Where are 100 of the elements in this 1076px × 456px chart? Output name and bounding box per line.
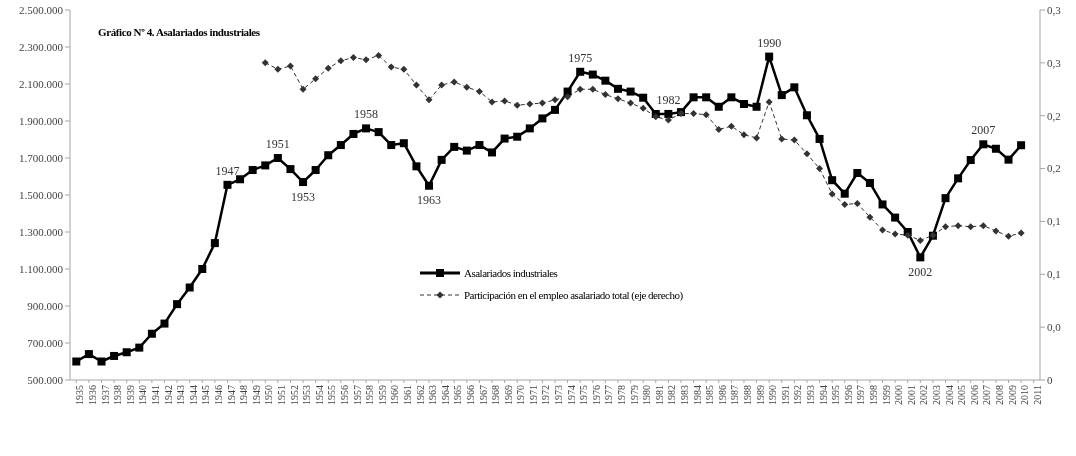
x-tick-label: 1972	[540, 385, 552, 405]
annotation: 1958	[354, 107, 379, 122]
x-tick-label: 1978	[616, 385, 628, 405]
x-tick-label: 2010	[1019, 385, 1031, 405]
x-tick-label: 1964	[439, 385, 451, 405]
y-tick-label: 1.300.000	[19, 225, 64, 238]
x-tick-label: 1960	[389, 385, 401, 405]
x-tick-label: 1990	[767, 385, 779, 405]
x-tick-label: 1953	[301, 385, 313, 405]
x-tick-label: 1973	[553, 385, 565, 405]
y-tick-label: 2.500.000	[19, 3, 64, 16]
y2-tick-label: 0,2	[1047, 109, 1061, 122]
x-tick-label: 1992	[792, 385, 804, 405]
annotation: 1975	[568, 50, 593, 65]
x-tick-label: 1986	[716, 385, 728, 405]
x-tick-label: 1956	[338, 385, 350, 405]
y2-tick-label: 0	[1047, 373, 1053, 386]
x-tick-label: 1966	[464, 385, 476, 405]
x-tick-label: 1976	[590, 385, 602, 405]
annotation: 2007	[971, 123, 996, 138]
legend-label: Participación en el empleo asalariado total (eje derecho)	[464, 289, 683, 301]
x-tick-label: 1988	[742, 385, 754, 405]
x-tick-label: 1967	[477, 385, 489, 405]
x-tick-label: 1968	[490, 385, 502, 405]
x-tick-label: 1940	[137, 385, 149, 405]
x-tick-label: 1952	[288, 385, 300, 405]
x-tick-label: 1937	[99, 385, 111, 405]
y-tick-label: 500.000	[27, 373, 64, 386]
x-tick-label: 1951	[275, 385, 287, 405]
x-tick-label: 1987	[729, 385, 741, 405]
x-tick-label: 1975	[578, 385, 590, 405]
x-tick-label: 1984	[691, 385, 703, 405]
x-tick-label: 2007	[981, 385, 993, 405]
x-tick-label: 1938	[112, 385, 124, 405]
x-tick-label: 1945	[200, 385, 212, 405]
x-tick-label: 1982	[666, 385, 678, 405]
x-tick-label: 1980	[641, 385, 653, 405]
x-tick-label: 2004	[943, 385, 955, 405]
x-tick-label: 1949	[250, 385, 262, 405]
x-tick-label: 1947	[225, 385, 237, 405]
y-tick-label: 1.900.000	[19, 114, 64, 127]
annotation: 1982	[656, 92, 681, 107]
y2-tick-label: 0,0	[1047, 321, 1062, 334]
x-tick-label: 1969	[502, 385, 514, 405]
x-tick-label: 1983	[679, 385, 691, 405]
x-tick-label: 1998	[868, 385, 880, 405]
x-tick-label: 1954	[313, 385, 325, 405]
y2-tick-label: 0,3	[1047, 3, 1062, 16]
x-tick-label: 1994	[817, 385, 829, 405]
x-tick-label: 1995	[830, 385, 842, 405]
x-tick-label: 1961	[401, 385, 413, 405]
y-tick-label: 2.300.000	[19, 40, 64, 53]
x-tick-label: 1948	[238, 385, 250, 405]
x-tick-label: 1958	[364, 385, 376, 405]
y2-tick-label: 0,1	[1047, 268, 1061, 281]
x-tick-label: 2000	[893, 385, 905, 405]
x-tick-label: 2002	[918, 385, 930, 405]
y-tick-label: 1.500.000	[19, 188, 64, 201]
y-tick-label: 700.000	[27, 336, 64, 349]
x-tick-label: 1943	[175, 385, 187, 405]
x-tick-label: 1944	[187, 385, 199, 405]
x-tick-label: 1957	[351, 385, 363, 405]
annotation: 1947	[215, 163, 240, 178]
y2-tick-label: 0,3	[1047, 56, 1062, 69]
x-tick-label: 1999	[880, 385, 892, 405]
x-tick-label: 1991	[779, 385, 791, 405]
x-tick-label: 1989	[754, 385, 766, 405]
x-tick-label: 1993	[805, 385, 817, 405]
x-tick-label: 1946	[212, 385, 224, 405]
y2-tick-label: 0,1	[1047, 215, 1061, 228]
x-tick-label: 2005	[956, 385, 968, 405]
annotation: 1953	[291, 189, 316, 204]
x-tick-label: 1936	[87, 385, 98, 405]
x-tick-label: 2008	[994, 385, 1006, 405]
x-tick-label: 2009	[1006, 385, 1018, 405]
text: Gráfico Nº 4. Asalariados industriales	[98, 26, 260, 38]
x-tick-label: 2001	[905, 385, 917, 405]
annotation: 1990	[757, 35, 782, 50]
annotation: 2002	[908, 264, 933, 279]
x-tick-label: 1935	[74, 385, 86, 405]
x-tick-label: 1985	[704, 385, 716, 405]
y-tick-label: 1.100.000	[19, 262, 64, 275]
x-tick-label: 1942	[162, 385, 174, 405]
x-tick-label: 1979	[628, 385, 640, 405]
x-tick-label: 1981	[653, 385, 665, 405]
x-tick-label: 1962	[414, 385, 426, 405]
x-tick-label: 1965	[452, 385, 464, 405]
y-tick-label: 900.000	[27, 299, 64, 312]
x-tick-label: 2006	[968, 385, 980, 405]
x-tick-label: 2003	[931, 385, 943, 405]
x-tick-label: 1970	[515, 385, 527, 405]
x-tick-label: 1974	[565, 385, 577, 405]
x-tick-label: 1939	[124, 385, 136, 405]
annotation: 1963	[417, 193, 442, 208]
x-tick-label: 1963	[427, 385, 439, 405]
x-tick-label: 1996	[842, 385, 854, 405]
x-tick-label: 1997	[855, 385, 867, 405]
y-tick-label: 2.100.000	[19, 77, 64, 90]
x-tick-label: 1950	[263, 385, 275, 405]
x-tick-label: 1977	[603, 385, 615, 405]
